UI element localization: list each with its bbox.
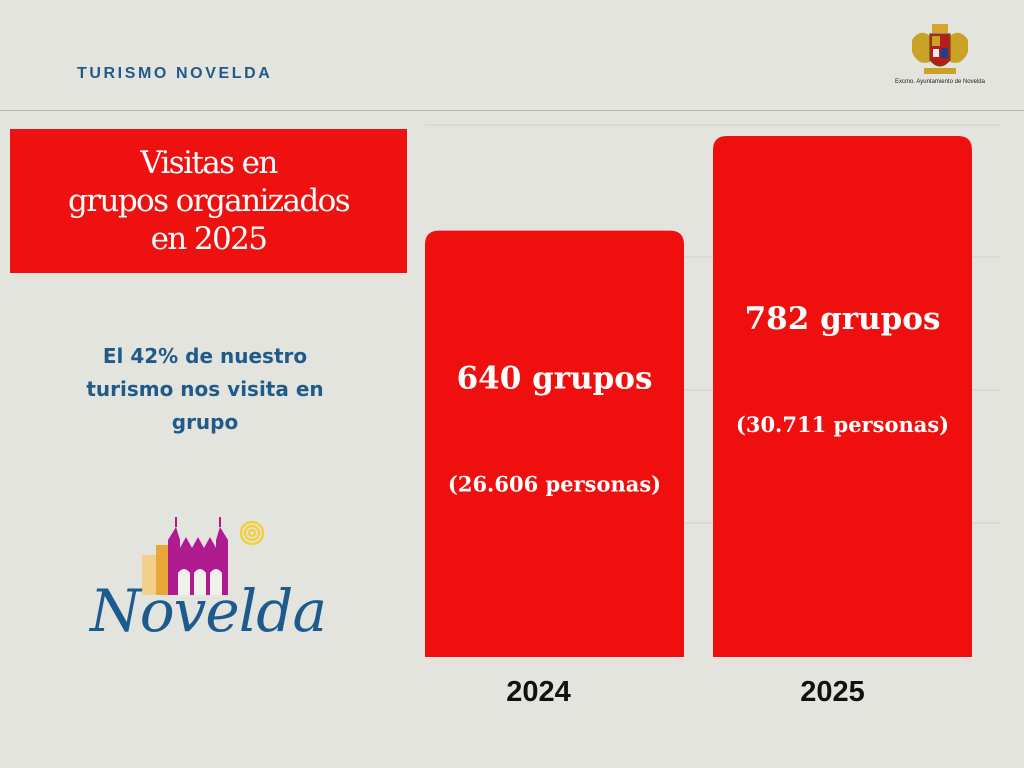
crest-caption: Excmo. Ayuntamiento de Novelda [895, 79, 985, 85]
coat-of-arms-icon [912, 24, 968, 74]
bar-persons-label: (26.606 personas) [448, 471, 661, 496]
logo-wordmark: Novelda [90, 577, 327, 645]
title-line-2: grupos organizados [67, 183, 351, 219]
bar-persons-label: (30.711 personas) [736, 412, 949, 437]
novelda-logo: Novelda [80, 515, 345, 650]
slide-title: Visitas en grupos organizados en 2025 [67, 144, 351, 258]
brand-title: TURISMO NOVELDA [77, 65, 273, 82]
bar-2024 [425, 230, 684, 657]
title-line-3: en 2025 [150, 221, 268, 257]
title-box: Visitas en grupos organizados en 2025 [10, 129, 407, 273]
bar-value-label: 782 grupos [745, 301, 941, 337]
city-crest: Excmo. Ayuntamiento de Novelda [890, 22, 990, 92]
bar-value-label: 640 grupos [457, 360, 653, 396]
bar-2025 [713, 136, 972, 657]
novelda-skyline-icon [142, 517, 265, 595]
group-share-text: El 42% de nuestro turismo nos visita en … [86, 344, 324, 434]
title-line-1: Visitas en [140, 145, 278, 181]
header-divider [0, 110, 1024, 111]
x-tick-label: 2025 [800, 676, 865, 708]
x-tick-label: 2024 [506, 676, 571, 708]
